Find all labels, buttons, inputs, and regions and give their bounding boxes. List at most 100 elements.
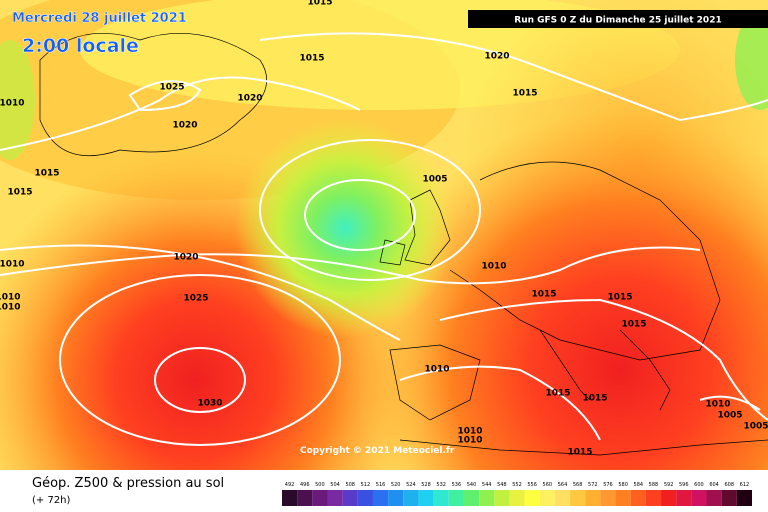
scale-label: 528 [421, 482, 431, 488]
scale-label: 612 [740, 482, 750, 488]
scale-swatch [433, 490, 449, 506]
isobar-label: 1015 [567, 448, 592, 458]
scale-label: 604 [709, 482, 719, 488]
scale-swatch [600, 490, 616, 506]
scale-label: 560 [543, 482, 553, 488]
color-scale: 492 496 500 504 508 512 516 520 524 528 532 536 540 5… [282, 482, 752, 506]
scale-label: 608 [724, 482, 734, 488]
scale-swatch [645, 490, 662, 506]
scale-swatch [297, 490, 313, 506]
isobar-label: 1015 [307, 0, 332, 8]
isobar-label: 1020 [172, 121, 197, 131]
scale-swatch [463, 490, 480, 506]
scale-swatch [418, 490, 434, 506]
isobar-label: 1020 [484, 52, 509, 62]
isobar-label: 1005 [717, 411, 742, 421]
isobar-label: 1015 [621, 320, 646, 330]
isobar-label: 1015 [512, 89, 537, 99]
scale-swatch [479, 490, 495, 506]
scale-label: 556 [527, 482, 537, 488]
scale-label: 588 [649, 482, 659, 488]
scale-swatch [403, 490, 419, 506]
forecast-date: Mercredi 28 juillet 2021 [12, 11, 187, 26]
scale-swatch [691, 490, 707, 506]
scale-label: 500 [315, 482, 325, 488]
scale-label: 548 [497, 482, 507, 488]
isobar-label: 1030 [197, 399, 222, 409]
scale-label: 592 [664, 482, 674, 488]
scale-swatch [327, 490, 343, 506]
isobar-label: 1005 [422, 175, 447, 185]
scale-swatch [342, 490, 358, 506]
scale-label: 520 [391, 482, 401, 488]
isobars [0, 32, 768, 446]
scale-swatch [282, 490, 298, 506]
scale-label: 576 [603, 482, 613, 488]
isobar-label: 1010 [424, 365, 449, 375]
coastlines [39, 32, 768, 456]
isobar-label: 1015 [545, 389, 570, 399]
isobar-label: 1020 [173, 253, 198, 263]
scale-swatch [388, 490, 404, 506]
scale-label: 564 [558, 482, 568, 488]
isobar-label: 1010 [0, 303, 21, 313]
isobar-label: 1010 [0, 293, 21, 303]
run-banner [468, 10, 768, 28]
scale-label: 524 [406, 482, 416, 488]
scale-swatch [554, 490, 571, 506]
scale-label: 568 [573, 482, 583, 488]
scale-label: 536 [452, 482, 462, 488]
scale-label: 600 [694, 482, 704, 488]
scale-label: 584 [634, 482, 644, 488]
scale-label: 492 [285, 482, 295, 488]
isobar-label: 1015 [582, 394, 607, 404]
scale-swatch [706, 490, 722, 506]
product-title: Géop. Z500 & pression au sol [32, 476, 224, 491]
isobar-label: 1015 [607, 293, 632, 303]
forecast-time: 2:00 locale [22, 35, 139, 57]
scale-label: 572 [588, 482, 598, 488]
isobar-labels: 1015101510251020102010101015101510201015… [0, 0, 768, 458]
isobar-label: 1015 [299, 54, 324, 64]
lead-time: (+ 72h) [32, 495, 71, 506]
isobar-label: 1015 [7, 188, 32, 198]
scale-swatch [721, 490, 737, 506]
scale-label: 544 [482, 482, 492, 488]
scale-label: 532 [436, 482, 446, 488]
scale-swatch [539, 490, 555, 506]
isobar-label: 1005 [743, 422, 768, 432]
scale-label: 516 [376, 482, 386, 488]
scale-swatch [615, 490, 631, 506]
scale-label: 540 [467, 482, 477, 488]
isobar-label: 1025 [159, 83, 184, 93]
isobar-label: 1010 [705, 400, 730, 410]
isobar-label: 1010 [457, 427, 482, 437]
scale-label: 596 [679, 482, 689, 488]
scale-swatch [736, 490, 752, 506]
scale-swatch [585, 490, 601, 506]
scale-swatch [448, 490, 464, 506]
scale-swatch [357, 490, 373, 506]
scale-label: 496 [300, 482, 310, 488]
isobar-label: 1015 [34, 169, 59, 179]
scale-swatch [570, 490, 586, 506]
scale-swatch [661, 490, 677, 506]
isobar-label: 1020 [237, 94, 262, 104]
scale-swatch [630, 490, 646, 506]
scale-label: 512 [361, 482, 371, 488]
scale-swatch [524, 490, 540, 506]
scale-swatch [312, 490, 328, 506]
isobar-label: 1010 [481, 262, 506, 272]
run-info: Run GFS 0 Z du Dimanche 25 juillet 2021 [514, 16, 721, 26]
scale-label: 552 [512, 482, 522, 488]
copyright: Copyright © 2021 Meteociel.fr [300, 446, 455, 456]
scale-swatch [372, 490, 389, 506]
map-background [0, 0, 768, 470]
scale-label: 508 [345, 482, 355, 488]
scale-label: 580 [618, 482, 628, 488]
isobar-label: 1010 [457, 436, 482, 446]
isobar-label: 1010 [0, 260, 25, 270]
scale-label: 504 [330, 482, 340, 488]
